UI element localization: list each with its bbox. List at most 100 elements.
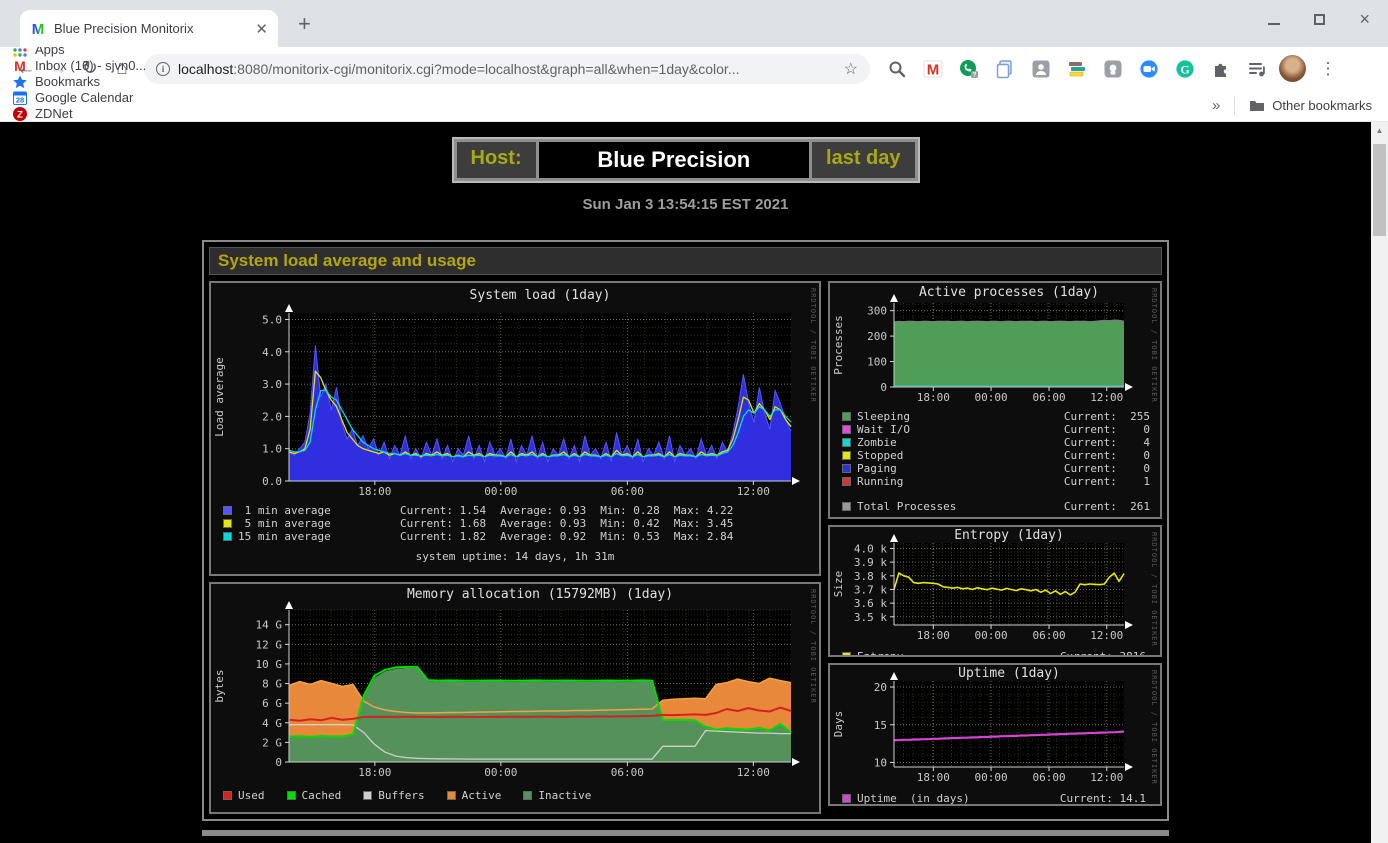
- svg-text:2.0: 2.0: [262, 410, 282, 423]
- svg-text:12 G: 12 G: [256, 638, 283, 651]
- zoom-icon[interactable]: [1138, 58, 1159, 79]
- rrdtool-watermark: RRDTOOL / TOBI OETIKER: [809, 589, 817, 704]
- svg-text:06:00: 06:00: [1032, 629, 1065, 642]
- entropy-legend: Entropy Current: 3816: [830, 650, 1160, 655]
- svg-text:1.0: 1.0: [262, 443, 282, 456]
- svg-text:3.0: 3.0: [262, 378, 282, 391]
- bookmarks-overflow-chevron[interactable]: »: [1211, 97, 1221, 114]
- window-maximize-button[interactable]: [1314, 13, 1326, 25]
- puzzle-icon[interactable]: [1210, 58, 1231, 79]
- browser-menu-icon[interactable]: ⋮: [1319, 58, 1337, 78]
- svg-text:bytes: bytes: [213, 669, 226, 702]
- profile-avatar[interactable]: [1279, 55, 1306, 82]
- window-minimize-button[interactable]: [1268, 23, 1281, 25]
- legend-item: Buffers: [363, 789, 425, 802]
- bookmark-item-zdnet[interactable]: Z ZDNet: [12, 106, 146, 122]
- window-close-button[interactable]: ×: [1359, 9, 1370, 29]
- other-bookmarks-button[interactable]: Other bookmarks: [1249, 98, 1372, 114]
- svg-text:Size: Size: [832, 571, 845, 598]
- svg-text:Uptime (1day): Uptime (1day): [958, 666, 1060, 681]
- copy-icon[interactable]: [994, 58, 1015, 79]
- window-titlebar: M Blue Precision Monitorix ✕ + ×: [0, 0, 1388, 47]
- books-icon[interactable]: [1066, 58, 1087, 79]
- svg-text:Entropy (1day): Entropy (1day): [954, 528, 1064, 543]
- browser-tab[interactable]: M Blue Precision Monitorix ✕: [20, 10, 278, 47]
- legend-color-swatch: [842, 412, 851, 421]
- bookmark-item-inbox-16-sjvn0[interactable]: M Inbox (16) - sjvn0...: [12, 58, 146, 74]
- svg-text:Memory allocation (15792MB) (: Memory allocation (15792MB) (1day): [407, 587, 673, 602]
- svg-text:G: G: [1180, 62, 1189, 76]
- new-tab-button[interactable]: +: [298, 11, 311, 36]
- host-label: Host:: [456, 142, 536, 178]
- bookmark-label: Bookmarks: [35, 74, 101, 89]
- bookmark-item-bookmarks[interactable]: Bookmarks: [12, 74, 146, 90]
- site-info-icon[interactable]: i: [156, 61, 170, 76]
- legend-row: Running Current: 1: [830, 475, 1160, 488]
- svg-text:06:00: 06:00: [1032, 391, 1065, 404]
- page-scrollbar[interactable]: ▲: [1371, 122, 1388, 843]
- rrdtool-watermark: RRDTOOL / TOBI OETIKER: [1150, 288, 1158, 403]
- tab-close-icon[interactable]: ✕: [255, 20, 268, 38]
- legend-color-swatch: [223, 532, 232, 541]
- svg-text:14 G: 14 G: [256, 619, 283, 632]
- bookmark-star-icon[interactable]: ☆: [843, 60, 858, 78]
- host-name: Blue Precision: [538, 142, 810, 178]
- rrdtool-watermark: RRDTOOL / TOBI OETIKER: [809, 288, 817, 403]
- address-bar[interactable]: i localhost:8080/monitorix-cgi/monitorix…: [144, 53, 870, 84]
- grammarly-icon[interactable]: G: [1174, 58, 1195, 79]
- svg-text:Z: Z: [17, 109, 23, 120]
- svg-text:0.0: 0.0: [262, 475, 282, 488]
- rrdtool-watermark: RRDTOOL / TOBI OETIKER: [1150, 532, 1158, 647]
- legend-item: Active: [446, 789, 501, 802]
- svg-text:4 G: 4 G: [262, 717, 282, 730]
- forward-button[interactable]: →: [48, 57, 68, 79]
- report-date: Sun Jan 3 13:54:15 EST 2021: [582, 196, 789, 213]
- reload-button[interactable]: ↻: [82, 58, 98, 79]
- svg-text:M: M: [32, 21, 45, 37]
- app-icon[interactable]: [1102, 58, 1123, 79]
- member-icon[interactable]: [1030, 58, 1051, 79]
- svg-text:8 G: 8 G: [262, 678, 282, 691]
- procs-legend: Sleeping Current: 255 Wait I/O Current: 0 Zo…: [830, 410, 1160, 513]
- sysload-legend: 1 min average Current: 1.54 Average: 0.93 M…: [211, 504, 819, 543]
- svg-text:Load average: Load average: [213, 357, 226, 436]
- svg-text:18:00: 18:00: [917, 629, 950, 642]
- scrollbar-up-arrow[interactable]: ▲: [1375, 125, 1384, 135]
- legend-row: 15 min average Current: 1.82 Average: 0.92…: [211, 530, 819, 543]
- home-button[interactable]: ⌂: [116, 57, 128, 79]
- svg-text:00:00: 00:00: [974, 629, 1007, 642]
- legend-color-swatch: [842, 502, 851, 511]
- uptime-chart: 18:00 00:00 06:00 12:00 10 15 20 Uptime (1day) D…: [828, 663, 1162, 806]
- svg-text:06:00: 06:00: [611, 485, 644, 498]
- memory-allocation-chart: 18:00 00:00 06:00 12:00 0 2 G 4 G 6 G 8 G 10 G 12 …: [209, 582, 821, 814]
- legend-color-swatch: [842, 425, 851, 434]
- gmail-icon[interactable]: M: [922, 58, 943, 79]
- svg-text:300: 300: [867, 305, 887, 318]
- legend-row: Zombie Current: 4: [830, 436, 1160, 449]
- page-content: Host: Blue Precision last day Sun Jan 3 …: [0, 122, 1388, 843]
- svg-text:4.0: 4.0: [262, 346, 282, 359]
- monitorix-favicon: M: [30, 21, 46, 37]
- svg-text:Processes: Processes: [832, 315, 845, 375]
- period-label[interactable]: last day: [812, 142, 915, 178]
- legend-row: Stopped Current: 0: [830, 449, 1160, 462]
- search-icon[interactable]: [886, 58, 907, 79]
- svg-text:2 G: 2 G: [262, 736, 282, 749]
- scrollbar-thumb[interactable]: [1373, 144, 1386, 236]
- bookmark-item-google-calendar[interactable]: 28 Google Calendar: [12, 90, 146, 106]
- bookmarks-bar: Apps M Inbox (16) - sjvn0... Bookmarks 28 Goo…: [0, 42, 1388, 169]
- voice-icon[interactable]: ?: [958, 58, 979, 79]
- svg-text:10 G: 10 G: [256, 658, 283, 671]
- svg-text:12:00: 12:00: [1090, 771, 1123, 784]
- url-text[interactable]: localhost:8080/monitorix-cgi/monitorix.c…: [178, 60, 740, 77]
- svg-text:12:00: 12:00: [737, 485, 770, 498]
- svg-text:3.7 k: 3.7 k: [854, 583, 887, 596]
- svg-text:12:00: 12:00: [1090, 391, 1123, 404]
- svg-text:18:00: 18:00: [358, 485, 391, 498]
- legend-item: Used: [223, 789, 265, 802]
- svg-text:06:00: 06:00: [611, 766, 644, 779]
- calendar-icon: 28: [12, 90, 28, 106]
- back-button[interactable]: ←: [16, 57, 36, 79]
- playlist-icon[interactable]: [1246, 58, 1267, 79]
- svg-text:0: 0: [275, 756, 282, 769]
